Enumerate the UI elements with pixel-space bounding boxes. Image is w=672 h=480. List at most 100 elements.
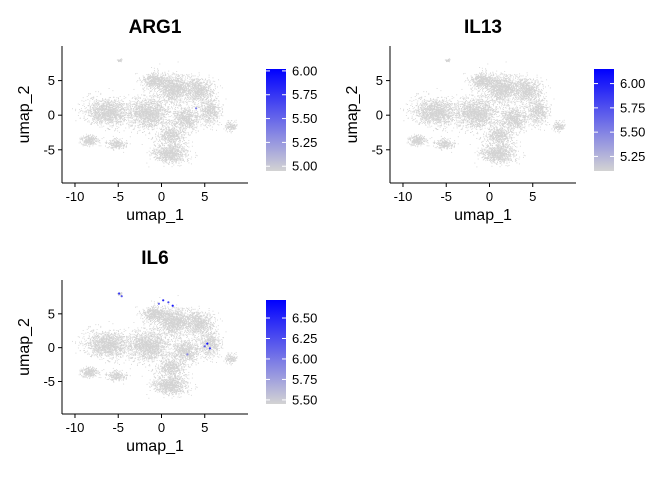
cell-point [166, 86, 168, 88]
cell-point [107, 99, 109, 101]
cell-point [97, 120, 99, 121]
cell-point [118, 97, 119, 99]
cell-point [108, 121, 110, 122]
cell-point [141, 104, 143, 106]
cell-point [182, 94, 184, 96]
cell-point [108, 99, 110, 101]
cell-point [181, 79, 183, 81]
cell-point [170, 92, 172, 93]
cell-point [103, 111, 105, 113]
cell-point [139, 104, 141, 106]
cell-point [156, 127, 158, 129]
cell-point [157, 118, 159, 120]
cell-point [149, 111, 151, 112]
cell-point [157, 73, 159, 75]
cell-point [193, 87, 195, 89]
cell-point [161, 99, 163, 101]
cell-point [89, 109, 91, 111]
cell-point [102, 98, 104, 100]
cell-point [198, 85, 200, 87]
cell-point [151, 113, 153, 115]
cell-point [191, 85, 193, 87]
cell-point [155, 112, 157, 114]
cell-point [190, 85, 192, 87]
cell-point [145, 85, 147, 87]
cell-point [106, 115, 108, 117]
cell-point [145, 98, 146, 100]
cell-point [176, 81, 177, 82]
cell-point [126, 104, 128, 105]
cell-point [85, 99, 87, 101]
cell-point [157, 120, 159, 122]
cell-point [115, 128, 117, 130]
cell-point [107, 101, 109, 103]
cell-point [192, 83, 193, 85]
cell-point [137, 111, 139, 113]
cell-point [149, 108, 151, 110]
cell-point [105, 103, 107, 105]
cell-point [157, 69, 159, 71]
cell-point [119, 121, 121, 123]
cell-point [152, 77, 154, 79]
cell-point [175, 79, 177, 81]
cell-point [107, 105, 109, 107]
cell-point [109, 106, 111, 108]
cell-point [149, 124, 151, 126]
cell-point [131, 124, 133, 126]
cell-point [188, 98, 190, 100]
cell-point [174, 108, 176, 110]
cell-point [146, 113, 148, 115]
cell-point [205, 92, 207, 94]
cell-point [151, 85, 153, 87]
cell-point [152, 112, 154, 114]
cell-point [107, 111, 108, 113]
cell-point [109, 115, 110, 117]
cell-point [169, 95, 171, 97]
cell-point [161, 117, 162, 118]
cell-point [82, 97, 84, 99]
cell-point [162, 121, 164, 123]
cell-point [118, 110, 120, 112]
cell-point [214, 88, 216, 90]
cell-point [79, 109, 81, 111]
cell-point [95, 104, 97, 106]
cell-point [174, 89, 176, 91]
cell-point [174, 93, 176, 95]
cell-point [207, 87, 209, 89]
cell-point [125, 109, 127, 111]
cell-point [135, 122, 136, 124]
cell-point [202, 82, 204, 84]
cell-point [158, 80, 160, 82]
cell-point [196, 84, 198, 86]
cell-point [137, 120, 138, 122]
cell-point [149, 81, 151, 83]
cell-point [119, 103, 121, 105]
cell-point [92, 115, 94, 117]
cell-point [152, 81, 154, 83]
cell-point [170, 98, 172, 100]
cell-point [172, 80, 174, 82]
cell-point [164, 119, 166, 121]
cell-point [97, 112, 99, 114]
cell-point [186, 94, 188, 96]
cell-point [107, 119, 109, 121]
cell-point [159, 78, 161, 80]
cell-point [205, 86, 207, 88]
cell-point [156, 120, 157, 122]
cell-point [178, 80, 180, 82]
cell-point [183, 93, 185, 95]
cell-point [109, 120, 111, 122]
cell-point [202, 100, 203, 102]
cell-point [119, 115, 121, 116]
cell-point [101, 117, 103, 119]
cell-point [183, 89, 185, 91]
cell-point [139, 115, 141, 117]
cell-point [154, 88, 156, 90]
cell-point [155, 85, 157, 87]
cell-point [144, 109, 146, 111]
cell-point [135, 115, 137, 117]
cell-point [138, 111, 140, 113]
cell-point [90, 111, 92, 113]
cell-point [191, 85, 193, 86]
cell-point [99, 123, 101, 125]
